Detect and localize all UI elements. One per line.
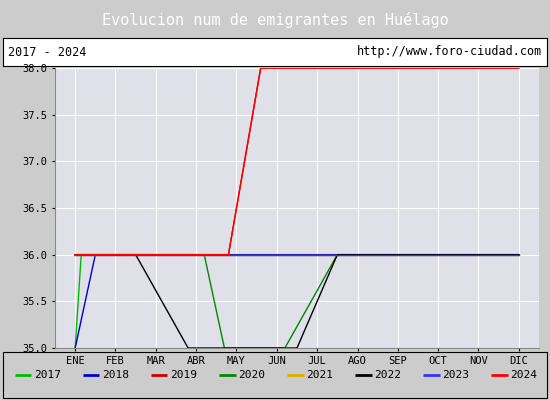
- Text: 2022: 2022: [375, 370, 402, 380]
- Text: 2017 - 2024: 2017 - 2024: [8, 46, 86, 58]
- Text: 2018: 2018: [102, 370, 129, 380]
- Text: 2019: 2019: [170, 370, 197, 380]
- Text: 2021: 2021: [306, 370, 333, 380]
- Text: 2024: 2024: [510, 370, 537, 380]
- Text: Evolucion num de emigrantes en Huélago: Evolucion num de emigrantes en Huélago: [102, 12, 448, 28]
- Text: http://www.foro-ciudad.com: http://www.foro-ciudad.com: [356, 46, 542, 58]
- Text: 2023: 2023: [442, 370, 470, 380]
- Text: 2017: 2017: [34, 370, 61, 380]
- Text: 2020: 2020: [238, 370, 265, 380]
